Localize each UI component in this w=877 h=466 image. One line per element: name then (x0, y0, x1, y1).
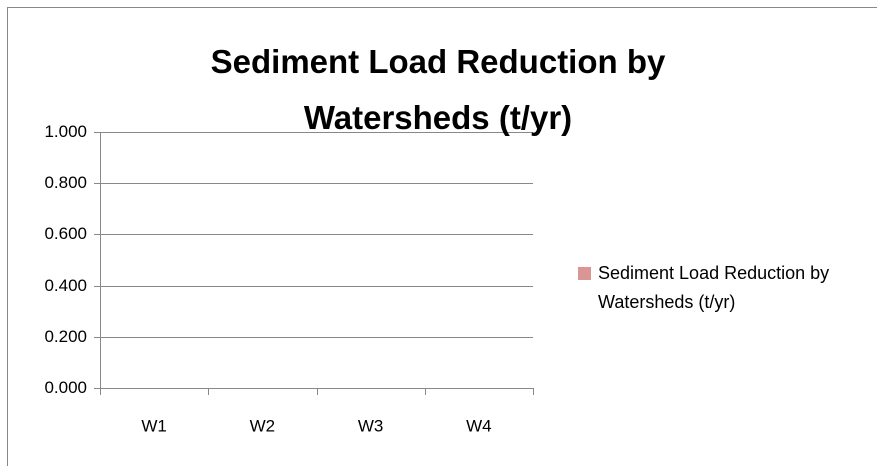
x-tick-label: W1 (141, 416, 167, 435)
legend: Sediment Load Reduction by Watersheds (t… (578, 259, 858, 317)
y-tick-label: 0.000 (44, 378, 87, 397)
legend-label: Sediment Load Reduction by Watersheds (t… (598, 263, 830, 312)
chart-title: Sediment Load Reduction by Watersheds (t… (210, 43, 666, 136)
x-tick-label: W3 (358, 416, 384, 435)
x-tick-label: W4 (466, 416, 492, 435)
y-tick-label: 0.800 (44, 173, 87, 192)
chart-frame (7, 7, 877, 466)
y-tick-label: 0.600 (44, 224, 87, 243)
x-tick-label: W2 (250, 416, 276, 435)
legend-swatch (578, 267, 591, 280)
y-tick-label: 1.000 (44, 122, 87, 141)
y-tick-label: 0.200 (44, 327, 87, 346)
y-tick-label: 0.400 (44, 276, 87, 295)
